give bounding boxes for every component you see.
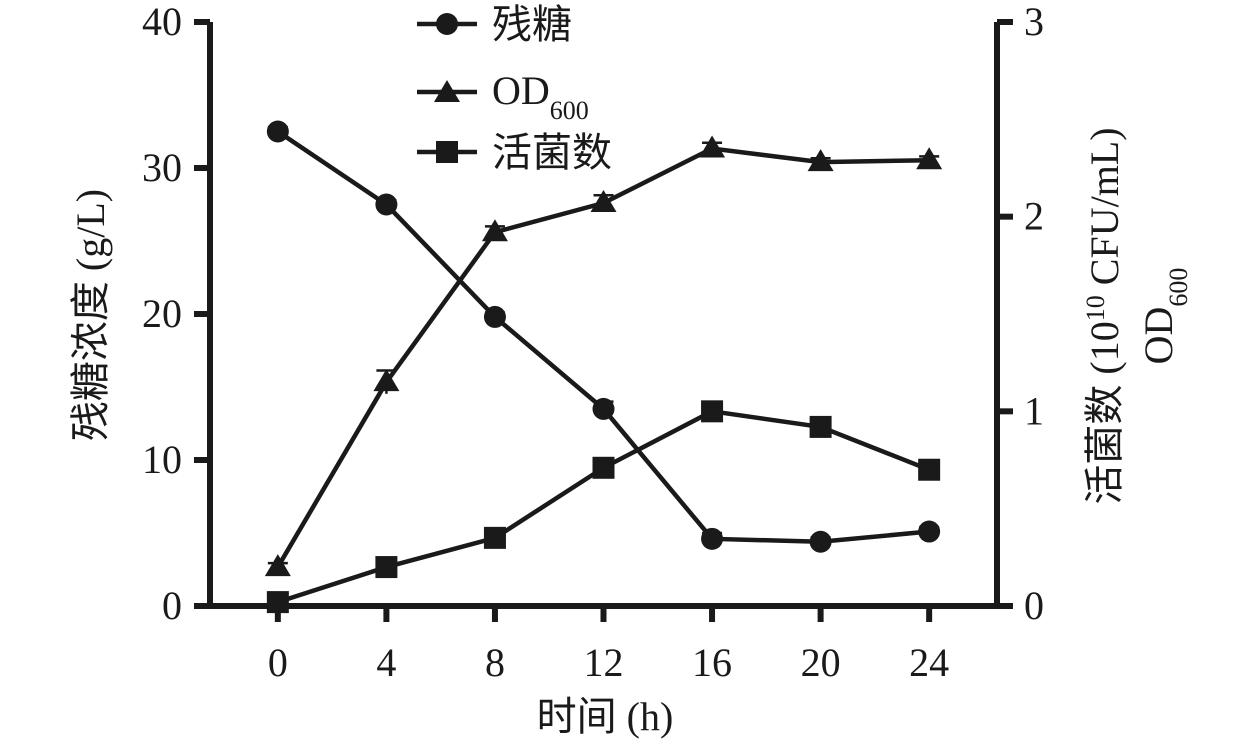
series-3-square-point	[701, 400, 724, 423]
x-tick-label: 24	[909, 640, 949, 685]
series-1-circle-point	[375, 193, 398, 216]
right-y-axis-title-line1: 活菌数 (1010 CFU/mL)	[1081, 127, 1128, 504]
legend-square-marker	[436, 141, 458, 163]
x-tick-label: 4	[376, 640, 396, 685]
legend: 残糖 OD600 活菌数	[417, 2, 612, 175]
series-2-triangle-point	[481, 219, 508, 242]
series-2-triangle-point	[916, 147, 943, 170]
series-1-circle-point	[266, 120, 289, 143]
series-3-square-point	[266, 591, 289, 614]
series-2-triangle-point	[807, 149, 834, 172]
series-3-square-point	[375, 556, 398, 579]
legend-item-viable-count: 活菌数	[417, 130, 612, 175]
series-2-triangle-point	[699, 135, 726, 158]
right-y-tick-label: 1	[1024, 388, 1044, 433]
series-3-square-point	[483, 526, 506, 549]
right-y-ticks: 0 1 2 3	[997, 0, 1044, 628]
left-y-axis-title: 残糖浓度 (g/L)	[68, 189, 113, 441]
x-ticks: 0 4 8 12 16 20 24	[268, 606, 949, 685]
series-1	[266, 120, 941, 553]
x-tick-label: 8	[485, 640, 505, 685]
left-y-tick-label: 20	[142, 291, 182, 336]
left-y-tick-label: 10	[142, 437, 182, 482]
legend-label-viable-count: 活菌数	[492, 130, 612, 175]
right-y-tick-label: 2	[1024, 194, 1044, 239]
left-y-tick-label: 40	[142, 0, 182, 44]
series-1-circle-point	[592, 397, 615, 420]
x-axis-title: 时间 (h)	[537, 694, 674, 739]
right-y-tick-label: 3	[1024, 0, 1044, 44]
legend-item-sugar: 残糖	[417, 2, 572, 47]
series-1-circle-point	[809, 530, 832, 553]
legend-item-od600: OD600	[417, 68, 589, 125]
legend-triangle-marker	[434, 80, 460, 102]
left-y-tick-label: 30	[142, 145, 182, 190]
series-2-triangle-point	[590, 190, 617, 213]
series-2-triangle-point	[264, 554, 291, 577]
series-1-circle-point	[918, 520, 941, 543]
series-layer	[264, 120, 943, 614]
legend-label-sugar: 残糖	[492, 2, 572, 47]
x-tick-label: 0	[268, 640, 288, 685]
left-y-ticks: 0 10 20 30 40	[142, 0, 210, 628]
legend-circle-marker	[436, 13, 458, 35]
series-3	[266, 400, 941, 614]
right-y-axis-title-line2: OD600	[1136, 268, 1193, 365]
series-2-triangle-point	[373, 369, 400, 392]
series-3-square-point	[809, 415, 832, 438]
series-1-circle-point	[483, 305, 506, 328]
legend-label-od600: OD600	[492, 68, 589, 125]
series-3-square-point	[592, 456, 615, 479]
x-tick-label: 20	[801, 640, 841, 685]
series-2	[264, 135, 943, 577]
left-y-tick-label: 0	[162, 583, 182, 628]
series-3-square-point	[918, 458, 941, 481]
series-1-circle-point	[701, 527, 724, 550]
x-tick-label: 16	[692, 640, 732, 685]
x-tick-label: 12	[584, 640, 624, 685]
right-y-tick-label: 0	[1024, 583, 1044, 628]
